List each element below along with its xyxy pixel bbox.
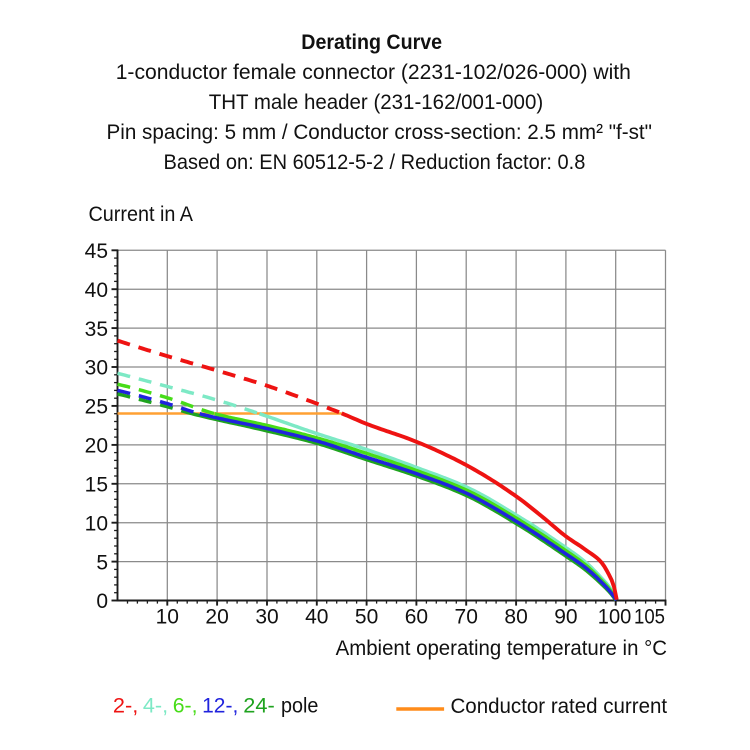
svg-text:pole: pole (281, 694, 318, 718)
svg-text:0: 0 (96, 590, 108, 613)
svg-text:30: 30 (85, 357, 108, 380)
svg-text:THT male header (231-162/001-0: THT male header (231-162/001-000) (209, 90, 544, 114)
svg-text:100: 100 (598, 606, 632, 629)
svg-text:70: 70 (455, 606, 478, 629)
svg-text:Ambient operating temperature: Ambient operating temperature in °C (336, 636, 667, 660)
svg-text:90: 90 (554, 606, 577, 629)
svg-text:4-,: 4-, (143, 694, 168, 718)
svg-text:45: 45 (85, 240, 108, 263)
svg-text:60: 60 (405, 606, 428, 629)
svg-text:6-,: 6-, (173, 694, 198, 718)
svg-text:20: 20 (85, 435, 108, 458)
svg-text:20: 20 (205, 606, 228, 629)
svg-text:80: 80 (504, 606, 527, 629)
svg-text:2-,: 2-, (113, 694, 138, 718)
svg-text:5: 5 (96, 551, 108, 574)
svg-text:40: 40 (305, 606, 328, 629)
svg-text:Pin spacing: 5 mm / Conductor: Pin spacing: 5 mm / Conductor cross-sect… (107, 120, 653, 144)
svg-text:Conductor rated current: Conductor rated current (451, 694, 668, 718)
svg-text:30: 30 (255, 606, 278, 629)
svg-text:Based on: EN 60512-5-2 / Reduc: Based on: EN 60512-5-2 / Reduction facto… (164, 150, 586, 174)
svg-text:10: 10 (156, 606, 179, 629)
svg-text:Derating Curve: Derating Curve (301, 30, 442, 54)
svg-text:15: 15 (85, 474, 108, 497)
svg-text:1-conductor female connector (: 1-conductor female connector (2231-102/0… (116, 60, 631, 84)
svg-text:50: 50 (355, 606, 378, 629)
svg-text:10: 10 (85, 512, 108, 535)
svg-text:12-,: 12-, (202, 694, 238, 718)
svg-text:40: 40 (85, 279, 108, 302)
svg-text:35: 35 (85, 318, 108, 341)
svg-text:25: 25 (85, 396, 108, 419)
svg-text:24-: 24- (243, 694, 275, 718)
svg-text:Current in A: Current in A (89, 202, 194, 226)
svg-text:105: 105 (634, 606, 665, 629)
